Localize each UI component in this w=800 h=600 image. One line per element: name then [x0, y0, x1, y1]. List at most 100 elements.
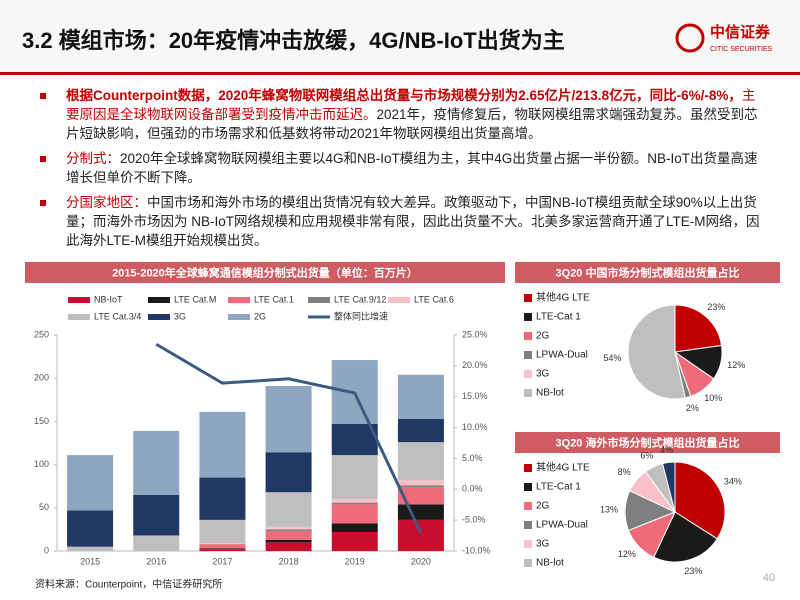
legend-swatch: [148, 297, 170, 303]
bullet: 分国家地区：中国市场和海外市场的模组出货情况有较大差异。政策驱动下，中国NB-I…: [40, 193, 760, 250]
bar-segment: [397, 418, 444, 443]
legend-label: LPWA-Dual: [536, 520, 588, 531]
pie-label: 23%: [684, 566, 702, 576]
legend-swatch: [524, 521, 532, 529]
bar-segment: [133, 535, 180, 551]
line: [155, 342, 423, 534]
legend-swatch: [148, 314, 170, 320]
legend-label: LTE Cat.3/4: [94, 311, 141, 321]
source: 资料来源：Counterpoint，中信证券研究所: [35, 578, 222, 591]
pie-label: 4%: [660, 445, 673, 455]
bar-segment: [397, 487, 444, 505]
bar-segment: [331, 531, 378, 551]
legend-swatch: [524, 559, 532, 567]
legend-label: 3G: [536, 369, 550, 380]
bullet-text: 分制式：: [66, 151, 120, 166]
bullet-text: 主要原因是全球物联网设备部署受到疫情冲击而延迟。: [66, 88, 756, 122]
x-tick-label: 2016: [146, 556, 166, 566]
x-tick-label: 2019: [345, 556, 365, 566]
chart-title: 2015-2020年全球蜂窝通信模组分制式出货量（单位：百万片）: [112, 265, 418, 279]
y-tick-label: 0: [44, 545, 49, 555]
bar-segment: [265, 385, 312, 453]
bullet-text: 分国家地区：: [66, 195, 147, 210]
bullet-list: 根据Counterpoint数据，2020年蜂窝物联网模组总出货量与市场规模分别…: [40, 86, 760, 256]
x-tick-label: 2020: [411, 556, 431, 566]
legend-label: LTE-Cat 1: [536, 312, 581, 323]
y2-tick-label: 0.0%: [462, 484, 483, 494]
legend-label: LTE-Cat 1: [536, 482, 581, 493]
y-tick-label: 200: [34, 373, 49, 383]
y2-tick-label: 25.0%: [462, 329, 488, 339]
legend-label: LTE Cat.1: [254, 294, 294, 304]
bar-segment: [265, 526, 312, 530]
bar-segment: [331, 504, 378, 524]
bar-segment: [397, 519, 444, 551]
header-rule: [0, 72, 800, 75]
logo-cn: 中信证券: [710, 23, 771, 41]
y2-tick-label: 20.0%: [462, 360, 488, 370]
x-tick-label: 2017: [212, 556, 232, 566]
chart-header: [515, 432, 780, 453]
y2-tick-label: -5.0%: [462, 515, 486, 525]
logo-en: CITIC SECURITIES: [710, 46, 773, 53]
y-tick-label: 50: [39, 502, 49, 512]
bullet-text: 2020年全球蜂窝物联网模组主要以4G和NB-IoT模组为主，其中4G出货量占据…: [66, 151, 758, 185]
y2-tick-label: -10.0%: [462, 545, 491, 555]
bullet-text: 2021年，疫情修复后，物联网模组需求端强劲复苏。虽然受到芯片短缺影响，但强劲的…: [66, 107, 758, 141]
bullet: 根据Counterpoint数据，2020年蜂窝物联网模组总出货量与市场规模分别…: [40, 86, 760, 143]
legend-label: 整体同比增速: [334, 310, 388, 321]
legend-swatch: [524, 313, 532, 321]
bar-segment: [331, 455, 378, 500]
slide-title: 3.2 模组市场：20年疫情冲击放缓，4G/NB-IoT出货为主: [22, 28, 565, 53]
page-number: 40: [763, 572, 775, 584]
bar-segment: [199, 477, 246, 520]
bar-segment: [265, 531, 312, 540]
pie-label: 13%: [600, 504, 618, 514]
bar-segment: [265, 542, 312, 551]
pie-label: 6%: [640, 450, 653, 460]
bar-segment: [397, 442, 444, 481]
legend-label: NB-IoT: [94, 294, 123, 304]
bar-segment: [199, 519, 246, 544]
legend-label: 2G: [254, 311, 266, 321]
bar-segment: [265, 539, 312, 543]
legend-label: 其他4G LTE: [536, 461, 590, 474]
pie-label: 34%: [724, 477, 742, 487]
bullet: 分制式：2020年全球蜂窝物联网模组主要以4G和NB-IoT模组为主，其中4G出…: [40, 149, 760, 187]
bullet-text: 根据Counterpoint数据，2020年蜂窝物联网模组总出货量与市场规模分别…: [66, 88, 742, 103]
bar-segment: [133, 430, 180, 495]
legend-label: 2G: [536, 501, 550, 512]
bar-segment: [331, 502, 378, 505]
pie-label: 12%: [727, 360, 745, 370]
bar-segment: [199, 548, 246, 550]
chart-title: 3Q20 中国市场分制式模组出货量占比: [556, 265, 740, 279]
bar-segment: [265, 452, 312, 493]
legend-swatch: [524, 294, 532, 302]
legend-swatch: [228, 297, 250, 303]
bar-segment: [133, 494, 180, 536]
legend-label: 3G: [536, 539, 550, 550]
chart-header: [25, 262, 505, 283]
legend-swatch: [524, 483, 532, 491]
legend-swatch: [388, 297, 410, 303]
bullet-text: 中国市场和海外市场的模组出货情况有较大差异。政策驱动下，中国NB-IoT模组贡献…: [66, 195, 760, 248]
bar-segment: [397, 480, 444, 486]
pie-slice: [627, 304, 686, 400]
legend-swatch: [68, 314, 90, 320]
legend-swatch: [228, 314, 250, 320]
bar-segment: [331, 499, 378, 503]
y2-tick-label: 5.0%: [462, 453, 483, 463]
legend-label: 其他4G LTE: [536, 291, 590, 304]
pie-label: 54%: [603, 353, 621, 363]
legend-label: LTE Cat.M: [174, 294, 216, 304]
legend-label: LTE Cat.6: [414, 294, 454, 304]
pie-label: 23%: [707, 302, 725, 312]
bar-segment: [397, 504, 444, 520]
bar-segment: [199, 544, 246, 549]
y2-tick-label: 15.0%: [462, 391, 488, 401]
bar-segment: [199, 549, 246, 551]
bar-segment: [67, 510, 114, 547]
y-tick-label: 100: [34, 459, 49, 469]
